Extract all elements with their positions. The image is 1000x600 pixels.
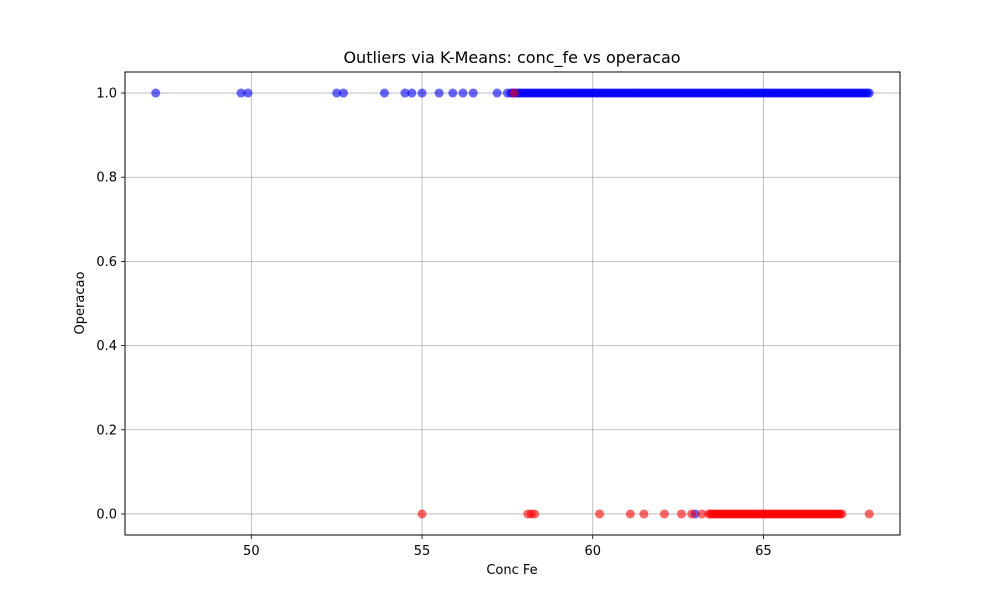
- data-point: [837, 509, 847, 519]
- y-tick-label: 0.2: [96, 423, 117, 438]
- data-point: [509, 88, 519, 98]
- data-point: [492, 88, 502, 98]
- data-point: [400, 88, 410, 98]
- data-point: [243, 88, 253, 98]
- data-point: [417, 509, 427, 519]
- data-point: [530, 509, 540, 519]
- y-tick-label: 0.6: [96, 255, 117, 270]
- data-point: [379, 88, 389, 98]
- series-2: [417, 88, 874, 519]
- y-tick-label: 0.8: [96, 171, 117, 186]
- x-axis-ticks: 50 55 60 65: [243, 535, 772, 559]
- series-1: [151, 88, 874, 519]
- chart-title: Outliers via K-Means: conc_fe vs operaca…: [343, 48, 680, 68]
- data-point: [687, 509, 697, 519]
- data-point: [151, 88, 161, 98]
- x-axis-label: Conc Fe: [486, 563, 537, 578]
- y-axis-label: Operacao: [73, 272, 88, 335]
- data-point: [236, 88, 246, 98]
- data-point: [625, 509, 635, 519]
- data-point: [339, 88, 349, 98]
- data-point: [458, 88, 468, 98]
- y-tick-label: 1.0: [96, 87, 117, 102]
- data-point: [417, 88, 427, 98]
- data-point: [864, 88, 874, 98]
- y-tick-label: 0.0: [96, 507, 117, 522]
- data-point: [639, 509, 649, 519]
- data-point: [676, 509, 686, 519]
- data-point: [697, 509, 707, 519]
- data-point: [434, 88, 444, 98]
- data-point: [864, 509, 874, 519]
- x-tick-label: 55: [414, 544, 431, 559]
- x-tick-label: 60: [584, 544, 601, 559]
- data-point: [502, 88, 512, 98]
- data-point: [595, 509, 605, 519]
- data-points: [151, 88, 874, 519]
- x-tick-label: 65: [755, 544, 772, 559]
- plot-area-frame: [124, 71, 901, 536]
- data-point: [407, 88, 417, 98]
- x-tick-label: 50: [243, 544, 260, 559]
- data-point: [659, 509, 669, 519]
- data-point: [332, 88, 342, 98]
- y-tick-label: 0.4: [96, 339, 117, 354]
- data-point: [468, 88, 478, 98]
- data-point: [448, 88, 458, 98]
- y-axis-ticks: 0.0 0.2 0.4 0.6 0.8 1.0: [96, 87, 125, 522]
